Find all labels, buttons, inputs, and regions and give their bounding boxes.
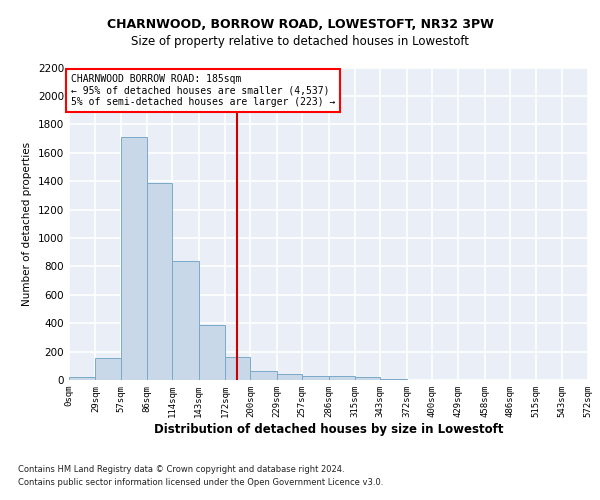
Bar bbox=[95, 358, 121, 380]
Bar bbox=[302, 376, 329, 380]
Bar bbox=[199, 326, 225, 380]
Bar bbox=[121, 137, 147, 380]
Bar bbox=[355, 378, 380, 380]
Bar bbox=[250, 371, 277, 380]
Bar bbox=[147, 182, 172, 380]
Text: CHARNWOOD BORROW ROAD: 185sqm
← 95% of detached houses are smaller (4,537)
5% of: CHARNWOOD BORROW ROAD: 185sqm ← 95% of d… bbox=[71, 74, 335, 107]
Bar bbox=[172, 262, 199, 380]
Bar bbox=[69, 377, 95, 380]
Text: Size of property relative to detached houses in Lowestoft: Size of property relative to detached ho… bbox=[131, 35, 469, 48]
Text: CHARNWOOD, BORROW ROAD, LOWESTOFT, NR32 3PW: CHARNWOOD, BORROW ROAD, LOWESTOFT, NR32 … bbox=[107, 18, 493, 30]
Y-axis label: Number of detached properties: Number of detached properties bbox=[22, 142, 32, 306]
Bar bbox=[277, 374, 302, 380]
Text: Distribution of detached houses by size in Lowestoft: Distribution of detached houses by size … bbox=[154, 422, 503, 436]
Text: Contains public sector information licensed under the Open Government Licence v3: Contains public sector information licen… bbox=[18, 478, 383, 487]
Bar bbox=[329, 376, 355, 380]
Text: Contains HM Land Registry data © Crown copyright and database right 2024.: Contains HM Land Registry data © Crown c… bbox=[18, 466, 344, 474]
Bar bbox=[225, 356, 250, 380]
